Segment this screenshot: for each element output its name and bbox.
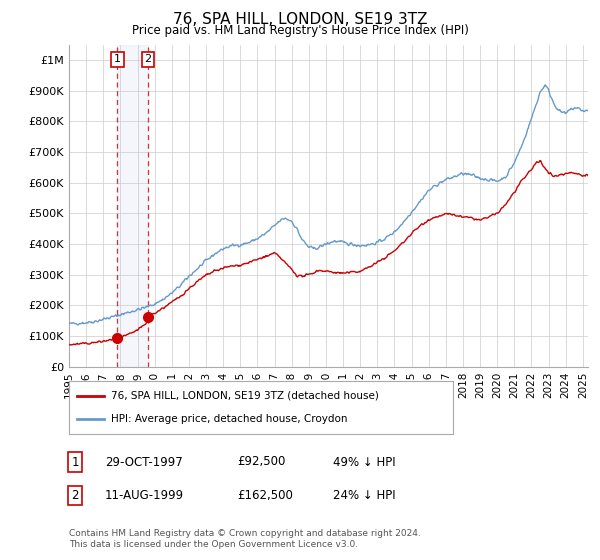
Text: 76, SPA HILL, LONDON, SE19 3TZ (detached house): 76, SPA HILL, LONDON, SE19 3TZ (detached…: [111, 391, 379, 401]
Text: £92,500: £92,500: [237, 455, 286, 469]
Text: Contains HM Land Registry data © Crown copyright and database right 2024.
This d: Contains HM Land Registry data © Crown c…: [69, 529, 421, 549]
Text: 11-AUG-1999: 11-AUG-1999: [105, 489, 184, 502]
Bar: [118, 45, 148, 367]
Text: HPI: Average price, detached house, Croydon: HPI: Average price, detached house, Croy…: [111, 414, 348, 424]
Text: £162,500: £162,500: [237, 489, 293, 502]
Text: 1: 1: [71, 455, 79, 469]
Text: Price paid vs. HM Land Registry's House Price Index (HPI): Price paid vs. HM Land Registry's House …: [131, 24, 469, 36]
Text: 49% ↓ HPI: 49% ↓ HPI: [333, 455, 395, 469]
Text: 29-OCT-1997: 29-OCT-1997: [105, 455, 183, 469]
Text: 2: 2: [145, 54, 152, 64]
Text: 2: 2: [71, 489, 79, 502]
Text: 24% ↓ HPI: 24% ↓ HPI: [333, 489, 395, 502]
Text: 76, SPA HILL, LONDON, SE19 3TZ: 76, SPA HILL, LONDON, SE19 3TZ: [173, 12, 427, 27]
Text: 1: 1: [114, 54, 121, 64]
